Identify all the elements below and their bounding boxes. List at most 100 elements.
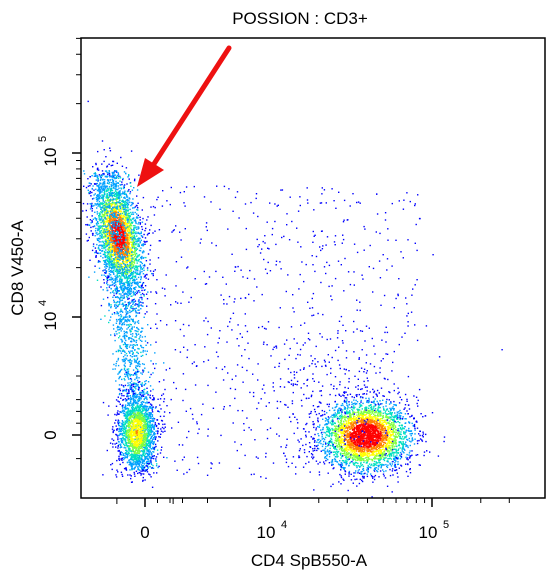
cd8-population-point — [104, 234, 106, 236]
cd4-population-point — [377, 435, 380, 437]
cd8-population-point — [123, 203, 125, 205]
cd8-population-point — [100, 178, 102, 181]
cd4-population-point — [383, 441, 385, 444]
cd4-population-point — [340, 462, 342, 464]
cd8-population-point — [111, 203, 113, 205]
cd4-population-point — [366, 386, 368, 388]
cd4-population-point — [362, 417, 364, 419]
cd8-population-point — [98, 212, 100, 214]
cd8-population-point — [113, 285, 116, 287]
cd4-population-point — [389, 442, 391, 445]
cd4-population-point — [335, 437, 337, 440]
cd4-population-point — [330, 461, 333, 463]
cd8-population-point — [117, 250, 119, 252]
cd4-population-point — [389, 444, 391, 447]
cd4-population-point — [377, 412, 379, 414]
cd4-population-point — [390, 454, 393, 456]
cd4-population-point — [352, 413, 354, 416]
cd4-population-point — [368, 405, 371, 407]
cd8-population-point — [111, 248, 113, 250]
cd4-population-point — [416, 421, 418, 423]
cd4-population-point — [389, 417, 391, 419]
cd4-population-point — [396, 413, 398, 415]
cd4-population-point — [373, 436, 375, 438]
cd8-population-point — [101, 247, 103, 249]
cd8-population-point — [131, 225, 133, 227]
cd4-population-point — [356, 414, 358, 416]
cd8-population-point — [114, 211, 117, 213]
cd4-population-point — [362, 434, 364, 436]
cd4-population-point — [385, 463, 387, 466]
cd8-population-point — [124, 219, 126, 221]
cd8-population-point — [109, 245, 111, 248]
cd8-population-point — [134, 268, 136, 270]
cd4-population-point — [369, 417, 371, 419]
cd4-population-point — [355, 403, 358, 405]
cd4-population-point — [336, 453, 338, 456]
cd4-population-point — [314, 440, 316, 442]
cd4-population-point — [398, 444, 401, 447]
cd4-population-point — [348, 434, 350, 436]
cd4-population-point — [409, 444, 411, 447]
cd4-population-point — [395, 433, 397, 435]
cd4-population-point — [338, 448, 341, 450]
cd8-population-point — [91, 215, 93, 217]
cd4-population-point — [394, 438, 396, 440]
cd8-population-point — [130, 265, 132, 268]
cd4-population-point — [356, 394, 358, 396]
cd4-population-point — [358, 456, 360, 458]
cd8-population-point — [131, 262, 133, 265]
cd4-population-point — [363, 469, 365, 472]
cd8-population-point — [108, 200, 110, 202]
cd4-population-point — [357, 430, 359, 432]
cd4-population-point — [392, 406, 394, 408]
cd8-population-point — [137, 226, 140, 228]
cd4-population-point — [362, 468, 364, 471]
cd8-population-point — [113, 282, 116, 285]
cd4-population-point — [362, 459, 364, 461]
cd4-population-point — [340, 444, 342, 446]
cd4-population-point — [380, 418, 382, 420]
cd4-population-point — [327, 445, 329, 447]
cd8-population-point — [149, 270, 152, 272]
cd4-population-point — [359, 440, 362, 442]
cd4-population-point — [354, 419, 356, 421]
cd4-population-point — [345, 426, 348, 428]
cd8-population-point — [105, 208, 108, 211]
cd8-population-point — [87, 185, 90, 187]
cd4-population-point — [401, 446, 404, 449]
cd4-population-point — [404, 449, 406, 451]
cd4-population-point — [364, 445, 366, 447]
cd4-population-point — [391, 431, 393, 433]
cd4-population-point — [382, 395, 384, 397]
cd4-population-point — [402, 427, 404, 429]
cd4-population-point — [431, 412, 434, 414]
cd8-population-point — [103, 149, 105, 151]
cd8-population-point — [105, 221, 107, 223]
cd4-population-point — [382, 453, 384, 455]
cd4-population-point — [345, 391, 347, 393]
cd4-population-point — [357, 434, 359, 436]
cd4-population-point — [408, 427, 410, 430]
cd8-population-point — [141, 270, 143, 273]
cd8-population-point — [119, 184, 121, 186]
cd8-population-point — [105, 236, 107, 238]
cd4-population-point — [360, 471, 362, 473]
cd4-population-point — [310, 453, 313, 455]
cd4-population-point — [399, 427, 402, 429]
cd4-population-point — [367, 420, 370, 422]
cd8-population-point — [99, 190, 102, 192]
cd8-population-point — [114, 237, 116, 240]
cd8-population-point — [123, 227, 125, 229]
cd8-population-point — [109, 200, 111, 203]
cd8-population-point — [110, 249, 113, 251]
cd4-population-point — [388, 444, 390, 447]
cd4-population-point — [337, 412, 339, 414]
cd4-population-point — [403, 438, 405, 440]
cd4-population-point — [326, 419, 328, 421]
cd4-population-point — [381, 436, 383, 438]
cd4-population-point — [385, 402, 387, 404]
cd4-population-point — [356, 418, 359, 421]
cd4-population-point — [363, 477, 365, 479]
cd8-population-point — [132, 299, 135, 301]
